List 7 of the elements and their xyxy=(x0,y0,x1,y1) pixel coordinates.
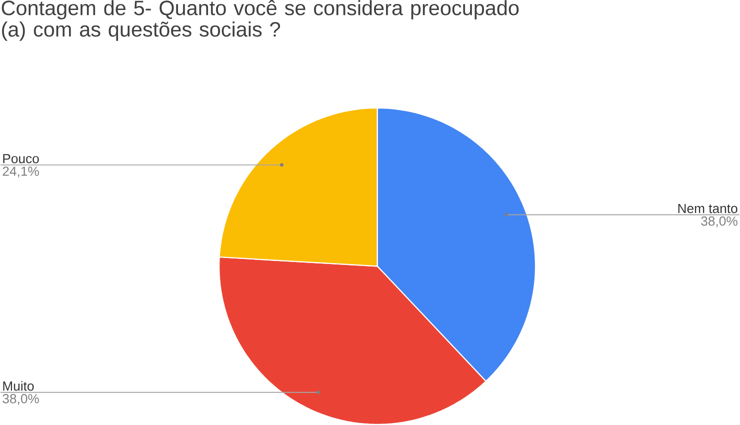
slice-label: Muito xyxy=(3,381,34,391)
data-label: 38,0% xyxy=(2,394,39,405)
data-label: 24,1% xyxy=(2,166,39,178)
slice-label: Pouco xyxy=(3,154,39,164)
chart-title: Contagem de 5- Quanto você se considera preocupado (a) com as questões sociais ? xyxy=(2,0,519,41)
slice-label: Nem tanto xyxy=(678,204,738,214)
data-label: 38,0% xyxy=(701,216,738,228)
